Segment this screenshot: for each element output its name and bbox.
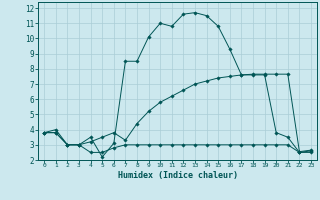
X-axis label: Humidex (Indice chaleur): Humidex (Indice chaleur): [118, 171, 238, 180]
